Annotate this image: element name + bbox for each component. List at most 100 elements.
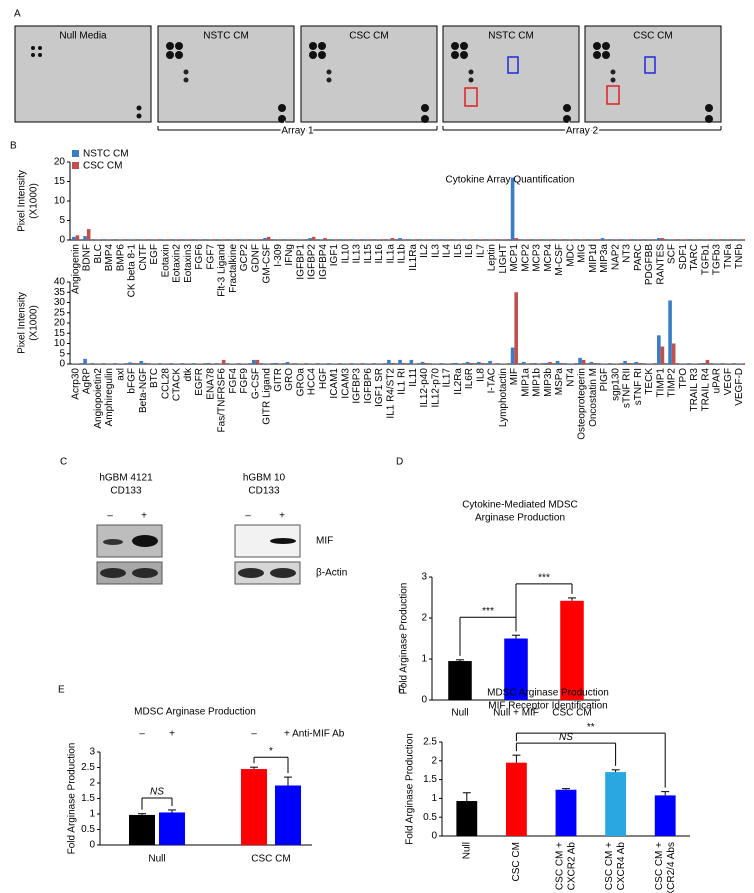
significance-label: NS [559,732,573,743]
bar [525,239,530,240]
y-tick-label: 3 [421,572,427,583]
bar [645,239,650,240]
bar [387,239,391,240]
bar [739,239,743,240]
bar [274,362,279,364]
blot-spot [563,115,571,123]
x-tick-label: TIMP2 [667,368,678,398]
bar [120,239,125,240]
x-tick-label: Acrp30 [70,368,81,400]
bar [578,357,582,364]
bar [560,600,584,700]
x-tick-label: ICAM1 [329,368,340,399]
bar [690,239,695,240]
y-tick-label: 1.5 [81,793,95,804]
bar [567,363,571,364]
bar [342,363,346,364]
bar [514,238,518,240]
bar [184,239,189,240]
x-tick-label: PDGFBB [644,244,655,285]
panel-letter: D [396,457,403,468]
x-tick-label: MIP3a [599,244,610,273]
bar [323,238,327,240]
x-tick-label: IL2 [419,244,430,258]
sample-label: hGBM 10 [243,473,286,484]
x-tick-label: PARC [633,244,644,271]
y-tick-label: 20 [54,318,66,329]
highlight-box [606,85,620,105]
lane-label: + [279,511,285,522]
bar [533,239,537,240]
panel-letter: E [58,685,65,696]
y-tick-label: 10 [54,338,66,349]
blot-spot [610,77,616,83]
x-tick-label: EGFR [194,368,205,396]
bar [615,239,620,240]
blot-strip [234,561,301,585]
y-tick-label: 35 [54,287,66,298]
bar [289,363,293,364]
x-tick-label: IL17 [442,368,453,388]
bar [162,239,166,240]
bar [210,363,215,364]
blot-spot [421,104,429,112]
bar [353,363,357,364]
x-tick-label: uPAR [712,368,723,393]
x-tick-label: TRAIL R3 [689,368,700,412]
bar [510,177,515,240]
bar [645,363,650,364]
treatment-label: – [251,729,257,740]
x-tick-label: sTNF RII [622,368,633,408]
x-tick-label: Lymphotactin [498,368,509,427]
y-tick-label: 1 [421,654,427,665]
bar [465,239,470,240]
bar [240,239,245,240]
array-label: NSTC CM [488,31,534,42]
bar [634,239,639,240]
bar [567,239,571,240]
bar [446,239,451,240]
band [103,539,123,545]
bar [199,239,203,240]
bar [458,239,462,240]
bar [159,812,185,845]
blot-spot [166,42,174,50]
bar [626,362,631,364]
bar [660,346,665,364]
bar [555,239,560,240]
bar [469,362,473,364]
bar [143,362,147,364]
x-tick-label: IL1Ra [408,244,419,271]
bar [504,638,528,700]
blot-spot [326,77,332,83]
bar [705,239,710,240]
blot-spot [460,51,468,59]
bar [409,239,414,240]
bar [589,361,594,364]
x-tick-label: Leptin [487,244,498,271]
y-tick-label: 1.5 [423,774,437,785]
x-tick-label: BTC [149,368,160,388]
bar [105,239,110,240]
panel-letter: F [398,685,404,696]
bar [275,785,301,845]
x-tick-label: Beta-NGF [138,368,149,413]
blot-spot [451,51,459,59]
y-axis-label: Fold Arginase Production [399,583,410,695]
x-tick-label: TGFb3 [712,244,723,276]
bar [278,363,282,364]
bar [612,363,616,364]
bar [128,362,132,364]
blot-spot [451,42,459,50]
bar [398,238,402,240]
blot-spot [421,115,429,123]
blot-spot [460,42,468,50]
y-tick-label: 2.5 [81,762,95,773]
bar [300,239,305,240]
x-tick-label: MIG [577,244,588,263]
lane-label: + [141,511,147,522]
x-tick-label: bFGF [127,368,138,394]
lane-label: – [245,511,251,522]
x-tick-label: Null [451,708,468,719]
x-tick-label: CXCR2/4 Abs [666,842,677,893]
